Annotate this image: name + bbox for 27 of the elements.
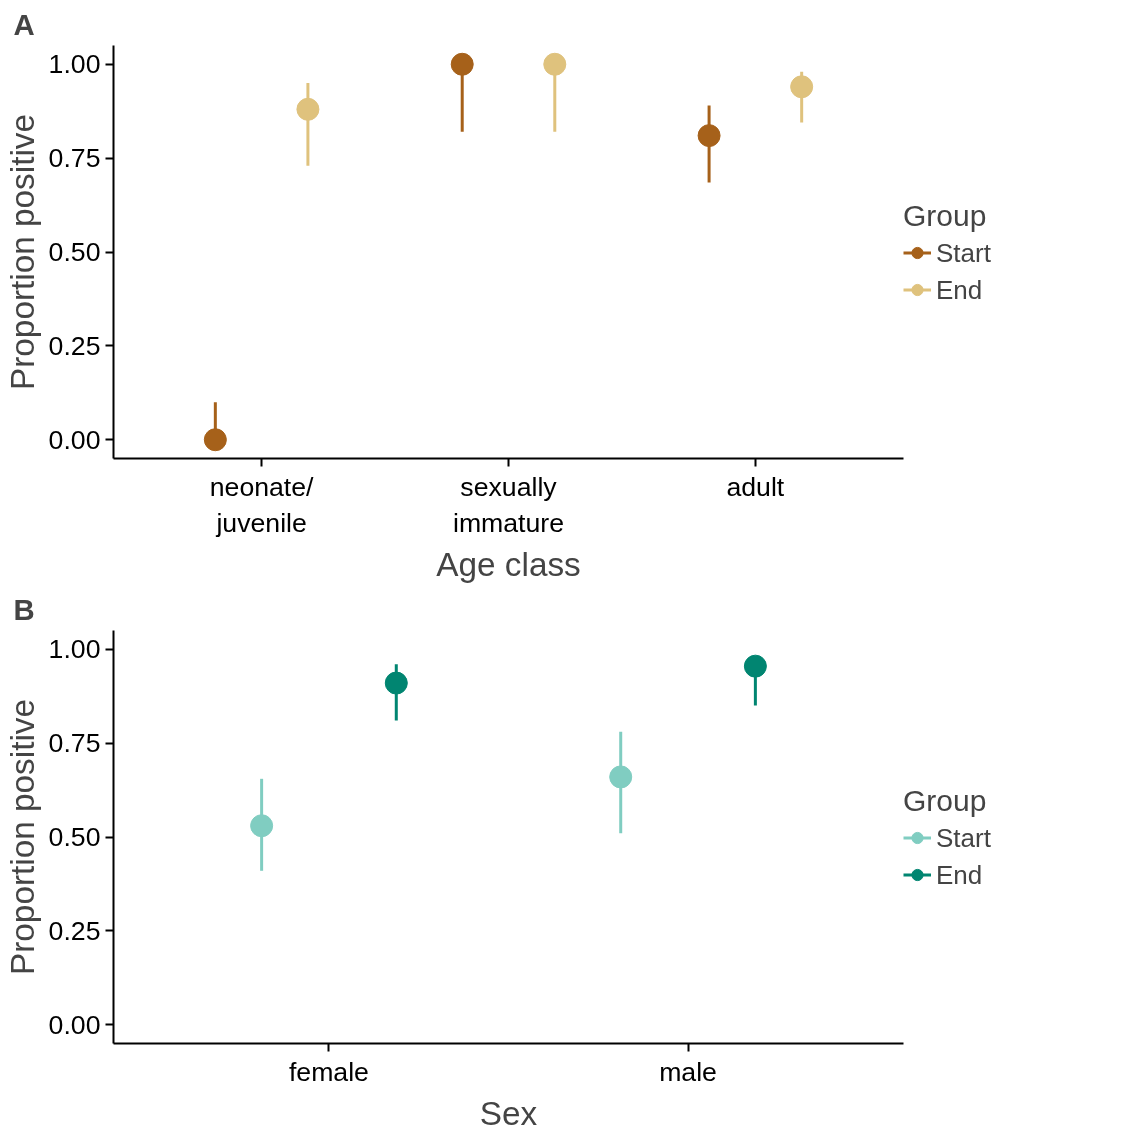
chart-title: A <box>13 7 35 41</box>
y-tick-label: 1.00 <box>48 634 101 665</box>
y-axis-title: Proportion positive <box>3 698 41 976</box>
legend-label: Start <box>936 822 991 853</box>
x-tick-label: female <box>288 1056 369 1087</box>
x-tick-label: adult <box>726 471 785 502</box>
chart-title: B <box>13 592 35 626</box>
y-tick-label: 0.25 <box>48 915 101 946</box>
x-tick-label: neonate/ juvenile <box>209 471 315 538</box>
y-tick-label: 0.75 <box>48 143 101 174</box>
legend-label: End <box>936 859 983 890</box>
y-axis-title: Proportion positive <box>3 113 41 391</box>
x-tick-label: sexually immature <box>452 471 565 538</box>
x-axis-title: Sex <box>479 1094 538 1131</box>
legend-title: Group <box>903 783 988 817</box>
legend-title: Group <box>903 198 988 232</box>
y-tick-label: 0.00 <box>48 424 101 455</box>
legend-label: Start <box>936 237 991 268</box>
y-tick-label: 0.50 <box>48 237 101 267</box>
y-tick-label: 0.25 <box>48 330 101 361</box>
y-tick-label: 0.00 <box>48 1009 101 1040</box>
x-axis-title: Age class <box>436 545 581 583</box>
y-tick-label: 1.00 <box>48 49 101 80</box>
x-tick-label: male <box>659 1056 717 1087</box>
legend-label: End <box>936 274 983 305</box>
y-tick-label: 0.75 <box>48 728 101 759</box>
y-tick-label: 0.50 <box>48 822 101 852</box>
